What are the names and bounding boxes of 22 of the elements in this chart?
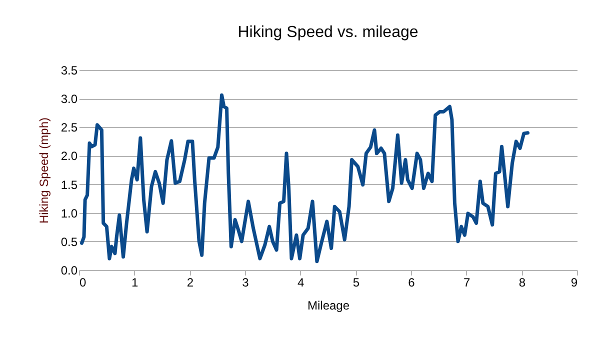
x-tick-label: 2 — [186, 276, 194, 290]
x-tick-label: 6 — [408, 276, 416, 290]
y-tick-label: 0.5 — [60, 234, 78, 249]
x-tick-label: 8 — [518, 276, 526, 290]
y-tick-label: 2.0 — [60, 149, 78, 164]
x-tick-label: 4 — [297, 276, 304, 290]
chart-title: Hiking Speed vs. mileage — [238, 24, 418, 41]
x-tick-label: 7 — [463, 276, 470, 290]
y-axis-title: Hiking Speed (mph) — [36, 117, 51, 224]
y-tick-label: 1.5 — [60, 178, 78, 192]
x-tick-label: 9 — [570, 276, 578, 290]
y-tick-label: 2.5 — [60, 120, 78, 135]
line-series — [80, 93, 530, 264]
y-tick-label: 0.0 — [60, 264, 78, 278]
y-tick-label: 3.5 — [60, 64, 78, 78]
y-tick-label: 3.0 — [60, 92, 78, 106]
y-tick-label: 1.0 — [60, 206, 78, 220]
x-axis-title: Mileage — [307, 298, 350, 312]
x-tick-label: 3 — [242, 276, 250, 290]
x-tick-label: 0 — [80, 276, 86, 290]
x-tick-label: 1 — [131, 276, 138, 290]
x-tick-label: 5 — [352, 276, 360, 290]
